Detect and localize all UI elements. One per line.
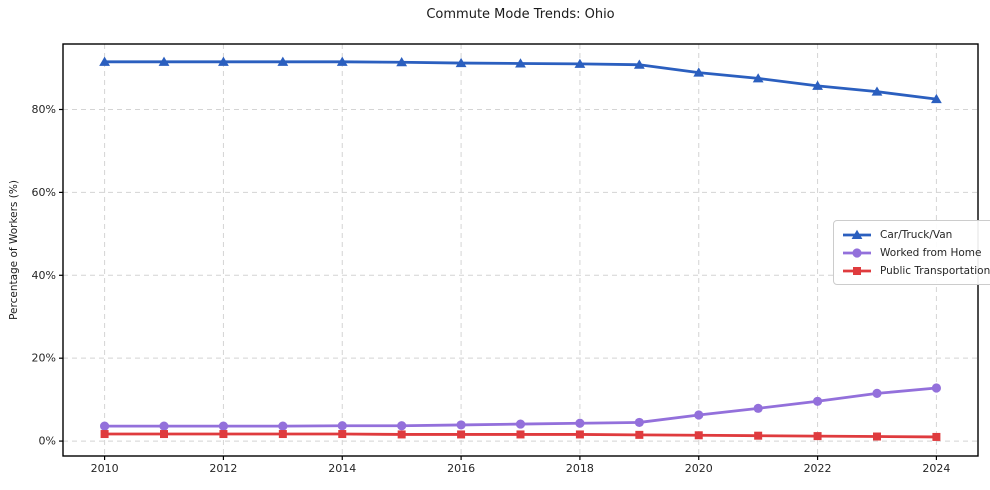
data-point-marker <box>159 421 169 431</box>
data-point-marker <box>872 388 882 399</box>
y-tick-label: 0% <box>39 435 56 448</box>
data-point-marker <box>634 417 644 428</box>
data-point-marker <box>219 430 228 439</box>
x-tick-label: 2020 <box>685 462 713 475</box>
data-point-marker <box>575 418 585 428</box>
data-point-marker <box>575 430 584 439</box>
data-point-marker <box>633 59 645 69</box>
data-point-marker <box>158 56 170 66</box>
data-point-marker <box>871 86 883 96</box>
data-point-marker <box>336 56 348 66</box>
data-point-marker <box>574 58 586 68</box>
line-triangle-marker-icon <box>843 229 871 239</box>
legend-label: Public Transportation <box>880 264 990 277</box>
x-tick-label: 2010 <box>91 462 119 475</box>
data-point-marker <box>516 430 525 439</box>
data-point-marker <box>694 410 704 420</box>
line-square-marker-icon <box>843 266 871 275</box>
x-axis: 2010 2012 2014 2016 2018 2020 2022 2024 <box>91 456 950 475</box>
data-point-marker <box>515 419 526 429</box>
data-point-marker <box>278 430 287 439</box>
x-tick-label: 2024 <box>922 462 950 475</box>
data-point-marker <box>99 56 110 66</box>
y-axis: 0% 20% 40% 60% 80% <box>32 103 63 448</box>
data-point-marker <box>99 421 110 431</box>
legend-item-worked-from-home: Worked from Home <box>842 245 990 260</box>
chart-title: Commute Mode Trends: Ohio <box>426 7 615 22</box>
series-worked-from-home <box>99 383 942 431</box>
data-point-marker <box>932 432 941 441</box>
series-car-truck-van <box>99 56 942 104</box>
y-tick-label: 40% <box>32 269 56 282</box>
x-tick-label: 2018 <box>566 462 594 475</box>
data-point-marker <box>753 403 763 413</box>
x-tick-label: 2014 <box>328 462 356 475</box>
legend-label: Worked from Home <box>880 246 982 259</box>
data-point-marker <box>812 80 823 90</box>
data-point-marker <box>100 430 109 439</box>
data-point-marker <box>218 56 229 66</box>
data-point-marker <box>635 430 644 439</box>
data-point-marker <box>278 421 288 431</box>
y-tick-label: 60% <box>32 186 56 199</box>
data-point-marker <box>752 73 764 83</box>
y-tick-label: 20% <box>32 352 56 365</box>
data-point-marker <box>218 421 229 431</box>
y-tick-label: 80% <box>32 103 56 116</box>
x-tick-label: 2012 <box>209 462 237 475</box>
data-point-marker <box>160 430 169 439</box>
data-point-marker <box>931 383 942 393</box>
data-point-marker <box>455 57 467 68</box>
data-point-marker <box>396 57 408 67</box>
data-point-marker <box>337 421 347 431</box>
data-point-marker <box>397 421 407 431</box>
data-point-marker <box>397 430 406 439</box>
legend-label: Car/Truck/Van <box>880 228 953 241</box>
series-public-transportation <box>100 430 941 441</box>
data-point-marker <box>338 430 347 439</box>
x-tick-label: 2016 <box>447 462 475 475</box>
data-point-marker <box>813 432 822 441</box>
x-tick-label: 2022 <box>804 462 832 475</box>
data-point-marker <box>456 420 466 430</box>
legend-item-public-transportation: Public Transportation <box>842 263 990 278</box>
data-point-marker <box>515 58 526 68</box>
data-point-marker <box>812 396 823 406</box>
data-point-marker <box>872 432 881 441</box>
data-point-marker <box>277 56 289 66</box>
data-point-marker <box>931 93 942 104</box>
data-point-marker <box>693 67 705 77</box>
data-point-marker <box>457 430 466 439</box>
data-point-marker <box>694 431 703 440</box>
line-circle-marker-icon <box>843 247 871 258</box>
legend-item-car-truck-van: Car/Truck/Van <box>842 227 990 242</box>
data-point-marker <box>754 431 763 440</box>
legend: Car/Truck/Van Worked from Home Public Tr… <box>833 220 990 285</box>
